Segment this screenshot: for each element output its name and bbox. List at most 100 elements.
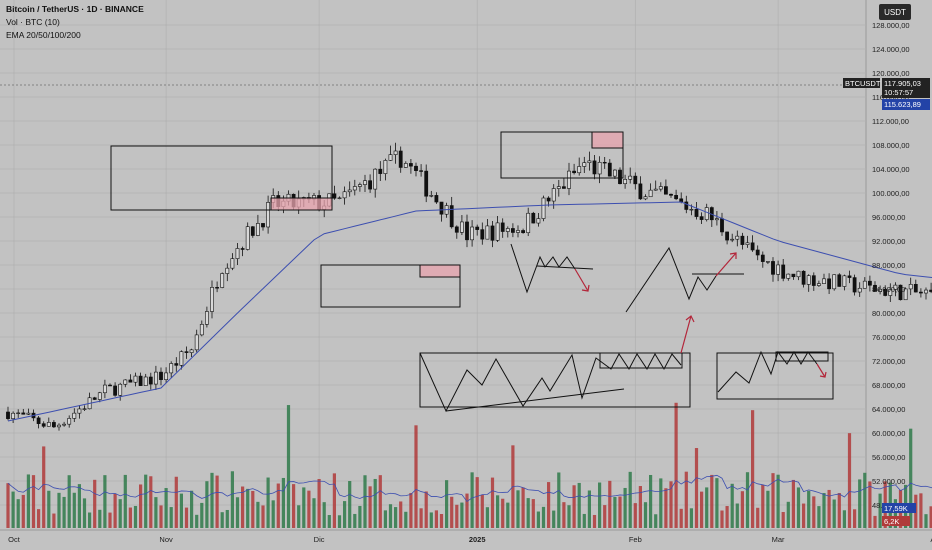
sketch-box-right-top[interactable] <box>775 351 829 362</box>
price-tick-label: 56.000,00 <box>872 453 905 462</box>
candle-body <box>495 222 500 241</box>
candle-body <box>510 228 515 233</box>
volume-bar <box>88 512 92 528</box>
volume-bar <box>133 505 138 528</box>
candle-body <box>424 170 429 197</box>
time-axis[interactable]: OctNovDic2025FebMarAbrMayJunJulAgoSepOct… <box>8 535 932 544</box>
volume-bar <box>62 496 66 528</box>
volume-bar <box>445 480 449 528</box>
price-tick-label: 84.000,00 <box>872 285 905 294</box>
candle-body <box>577 166 582 174</box>
candle-body <box>449 205 454 228</box>
currency-button[interactable]: USDT <box>879 4 911 20</box>
breakout-zone-3[interactable] <box>591 131 624 149</box>
range-box-3[interactable] <box>500 131 624 179</box>
volume-bar <box>878 493 882 528</box>
arrow-down-sketch[interactable] <box>574 268 589 292</box>
candle-body <box>607 162 612 177</box>
candle-body <box>154 371 158 385</box>
candle-body <box>123 379 128 385</box>
volume-bar <box>817 506 821 528</box>
volume-bar <box>633 503 637 528</box>
sketch-box-right[interactable] <box>716 352 834 400</box>
volume-bar <box>919 493 923 528</box>
candle-body <box>602 161 607 164</box>
sketch-breakout[interactable] <box>625 246 717 313</box>
volume-bar <box>419 508 423 528</box>
chart-title[interactable]: Bitcoin / TetherUS · 1D · BINANCE <box>6 4 144 15</box>
arrow-layer <box>574 252 827 378</box>
candle-body <box>62 423 67 426</box>
candle-body <box>873 284 877 292</box>
breakdown-zone-1[interactable] <box>270 197 333 211</box>
volume-bar <box>317 479 321 528</box>
range-box-2[interactable] <box>320 264 461 308</box>
volume-bar <box>730 483 734 528</box>
candle-body <box>694 208 699 217</box>
sketch-distribution-base[interactable] <box>536 265 594 270</box>
candle-body <box>26 412 31 415</box>
range-box-1[interactable] <box>110 145 333 211</box>
candle-body <box>485 225 490 240</box>
ema-indicator-label[interactable]: EMA 20/50/100/200 <box>6 30 81 40</box>
arrow-up-box[interactable] <box>680 315 692 354</box>
price-tick-label: 108.000,00 <box>872 141 910 150</box>
arrow-up-sketch[interactable] <box>715 252 737 277</box>
candle-body <box>148 376 153 385</box>
candle-body <box>21 412 26 415</box>
volume-bar <box>246 488 250 528</box>
volume-bar <box>312 498 316 528</box>
candle-body <box>878 288 883 292</box>
time-tick-label: Nov <box>159 535 173 544</box>
sketch-zigzag-right[interactable] <box>717 350 818 393</box>
candle-body <box>332 193 337 199</box>
volume-bar <box>363 475 367 528</box>
candle-body <box>653 188 658 191</box>
candle-body <box>67 418 72 425</box>
sketch-zigzag-left[interactable] <box>419 352 682 413</box>
candle-body <box>730 238 735 241</box>
volume-bar <box>103 475 107 528</box>
volume-indicator-label[interactable]: Vol · BTC (10) <box>6 17 60 27</box>
volume-bar <box>378 475 382 528</box>
volume-bar <box>735 503 739 528</box>
volume-bar <box>541 506 546 528</box>
candle-body <box>113 385 118 396</box>
volume-red-tag-bg <box>882 516 910 526</box>
candle-body <box>750 242 755 251</box>
volume-bar <box>608 480 612 528</box>
candle-body <box>128 379 133 383</box>
volume-bar <box>220 512 224 528</box>
volume-bar <box>521 487 525 528</box>
volume-bar <box>37 509 41 528</box>
volume-bar <box>822 493 826 528</box>
volume-bar <box>16 499 20 528</box>
volume-bar <box>322 502 326 528</box>
candle-body <box>225 267 230 274</box>
volume-bar <box>842 510 846 528</box>
last-price-tag-bg <box>882 78 930 98</box>
volume-bar <box>42 446 46 528</box>
candle-body <box>857 287 862 293</box>
breakout-zone-2[interactable] <box>419 264 461 278</box>
time-tick-label: Oct <box>8 535 21 544</box>
volume-bar <box>786 501 790 528</box>
volume-bar <box>292 484 296 528</box>
volume-bar <box>669 481 673 528</box>
volume-bars <box>6 402 932 528</box>
volume-bar <box>694 448 699 528</box>
chart-title-text: Bitcoin / TetherUS · 1D · BINANCE <box>6 4 144 14</box>
candle-body <box>628 175 633 180</box>
candle-body <box>434 195 439 203</box>
volume-bar <box>409 493 413 528</box>
candle-body <box>245 226 250 250</box>
candle-body <box>796 270 801 278</box>
candle-body <box>133 375 138 383</box>
sketch-support-line[interactable] <box>445 388 625 412</box>
arrow-down-box[interactable] <box>816 363 826 378</box>
volume-bar <box>465 493 469 528</box>
candle-body <box>342 191 347 199</box>
sketch-box-left[interactable] <box>419 352 691 408</box>
sketch-distribution[interactable] <box>510 243 576 294</box>
